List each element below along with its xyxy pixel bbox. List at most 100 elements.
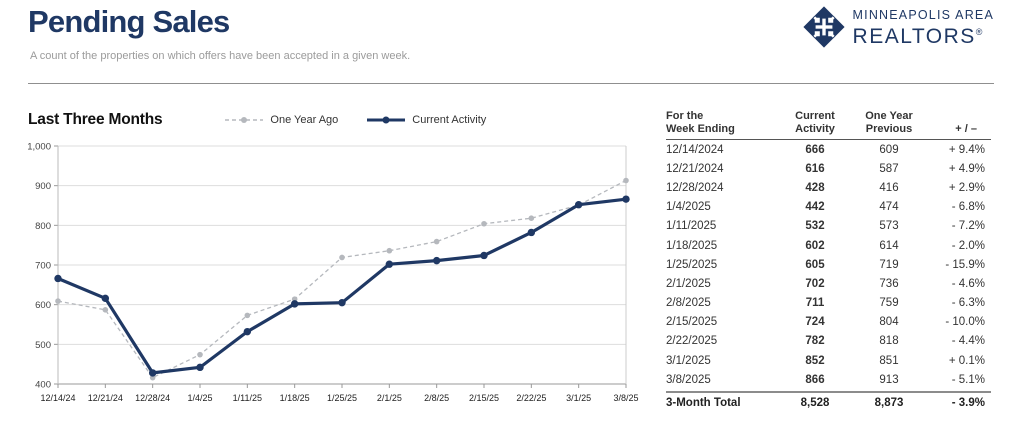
cell-date: 2/22/2025 (666, 335, 718, 348)
cell-current: 602 (805, 239, 825, 252)
cell-date: 3/1/2025 (666, 354, 711, 367)
table-header: For the Week Ending Current Activity One Y… (666, 110, 991, 140)
svg-text:12/14/24: 12/14/24 (40, 393, 75, 403)
realtors-logo: MINNEAPOLIS AREA REALTORS® (802, 6, 994, 48)
legend-one-year-ago: One Year Ago (224, 114, 338, 126)
cell-current: 852 (805, 354, 825, 367)
svg-text:2/1/25: 2/1/25 (377, 393, 402, 403)
cell-change: - 15.9% (945, 258, 985, 271)
cell-previous: 609 (879, 143, 899, 156)
cell-change: - 10.0% (945, 316, 985, 329)
svg-text:1/18/25: 1/18/25 (280, 393, 310, 403)
cell-current: 616 (805, 162, 825, 175)
svg-text:600: 600 (35, 300, 51, 311)
table-row: 3/1/2025 852 851 + 0.1% (666, 351, 991, 370)
svg-text:1/11/25: 1/11/25 (233, 393, 262, 403)
col-header-one-year-previous: One Year Previous (865, 110, 913, 135)
logo-wordmark: REALTORS (852, 24, 976, 48)
cell-previous: 614 (879, 239, 899, 252)
cell-previous: 913 (879, 373, 899, 386)
weekly-table: For the Week Ending Current Activity One Y… (666, 110, 991, 413)
svg-text:2/8/25: 2/8/25 (424, 393, 449, 403)
cell-date: 1/25/2025 (666, 258, 718, 271)
cell-date: 12/21/2024 (666, 162, 724, 175)
cell-change: + 0.1% (948, 354, 985, 367)
solid-line-sample-icon (367, 116, 406, 124)
cell-total-change: - 3.9% (951, 397, 985, 410)
cell-previous: 759 (879, 297, 899, 310)
table-row: 12/21/2024 616 587 + 4.9% (666, 159, 991, 178)
cell-change: - 6.8% (951, 201, 985, 214)
cell-date: 12/28/2024 (666, 181, 724, 194)
cell-previous: 818 (879, 335, 899, 348)
table-row: 1/25/2025 605 719 - 15.9% (666, 255, 991, 274)
svg-text:2/22/25: 2/22/25 (516, 393, 546, 403)
cell-total-current: 8,528 (800, 397, 830, 410)
page-title: Pending Sales (28, 4, 230, 39)
table-row: 1/4/2025 442 474 - 6.8% (666, 198, 991, 217)
cell-date: 2/8/2025 (666, 297, 711, 310)
cell-change: - 6.3% (951, 297, 985, 310)
svg-text:800: 800 (35, 221, 51, 232)
cell-date: 1/11/2025 (666, 220, 717, 233)
cell-current: 442 (805, 201, 825, 214)
table-row: 2/15/2025 724 804 - 10.0% (666, 313, 991, 332)
table-row: 12/28/2024 428 416 + 2.9% (666, 178, 991, 197)
legend-label: One Year Ago (270, 114, 339, 126)
chart-legend: One Year Ago Current Activity (224, 114, 486, 126)
svg-text:700: 700 (35, 261, 51, 272)
cell-total-label: 3-Month Total (666, 397, 741, 410)
legend-label: Current Activity (412, 114, 487, 126)
logo-line1: MINNEAPOLIS AREA (852, 7, 994, 22)
logo-line2: REALTORS® (853, 22, 994, 47)
svg-text:12/28/24: 12/28/24 (135, 393, 170, 403)
table-row: 3/8/2025 866 913 - 5.1% (666, 370, 991, 389)
total-row: 3-Month Total 8,528 8,873 - 3.9% (666, 391, 991, 413)
svg-text:900: 900 (35, 181, 51, 192)
dashed-line-sample-icon (225, 117, 264, 123)
cell-change: - 5.1% (951, 373, 985, 386)
cell-current: 605 (805, 258, 825, 271)
cell-change: + 4.9% (948, 162, 985, 175)
cell-current: 428 (805, 181, 825, 194)
cell-previous: 587 (879, 162, 899, 175)
chart-header: Last Three Months One Year Ago Current A… (28, 108, 658, 132)
table-row: 2/1/2025 702 736 - 4.6% (666, 274, 991, 293)
table-row: 2/22/2025 782 818 - 4.4% (666, 332, 991, 351)
cell-date: 3/8/2025 (666, 373, 711, 386)
cell-current: 666 (805, 143, 825, 156)
svg-text:2/15/25: 2/15/25 (469, 393, 499, 403)
col-header-change: + / – (955, 123, 977, 135)
cell-change: - 7.2% (951, 220, 985, 233)
cell-date: 1/18/2025 (666, 239, 718, 252)
cell-current: 866 (805, 373, 825, 386)
table-row: 2/8/2025 711 759 - 6.3% (666, 294, 991, 313)
table-body: 12/14/2024 666 609 + 9.4% 12/21/2024 616 587 + … (666, 140, 991, 389)
svg-text:500: 500 (35, 340, 51, 351)
cell-total-previous: 8,873 (874, 397, 904, 410)
cell-date: 1/4/2025 (666, 201, 711, 214)
svg-text:3/8/25: 3/8/25 (613, 393, 638, 403)
cell-previous: 474 (879, 201, 899, 214)
chart-title: Last Three Months (28, 111, 163, 128)
cell-previous: 719 (879, 258, 899, 271)
table-row: 1/11/2025 532 573 - 7.2% (666, 217, 991, 236)
table-row: 1/18/2025 602 614 - 2.0% (666, 236, 991, 255)
chart-section: Last Three Months One Year Ago Current A… (28, 108, 658, 415)
cell-change: + 9.4% (948, 143, 985, 156)
cell-previous: 736 (879, 277, 899, 290)
page-subtitle: A count of the properties on which offer… (30, 50, 411, 62)
cell-date: 2/1/2025 (666, 277, 711, 290)
cell-current: 724 (805, 316, 825, 329)
cell-change: - 4.4% (951, 335, 985, 348)
cell-previous: 804 (879, 316, 899, 329)
cell-current: 702 (805, 277, 825, 290)
svg-text:1/4/25: 1/4/25 (187, 393, 212, 403)
cell-date: 12/14/2024 (666, 143, 724, 156)
table-row: 12/14/2024 666 609 + 9.4% (666, 140, 991, 159)
legend-current-activity: Current Activity (366, 114, 486, 126)
svg-text:400: 400 (35, 380, 51, 391)
svg-text:12/21/24: 12/21/24 (88, 393, 123, 403)
logo-text: MINNEAPOLIS AREA REALTORS® (853, 8, 994, 47)
